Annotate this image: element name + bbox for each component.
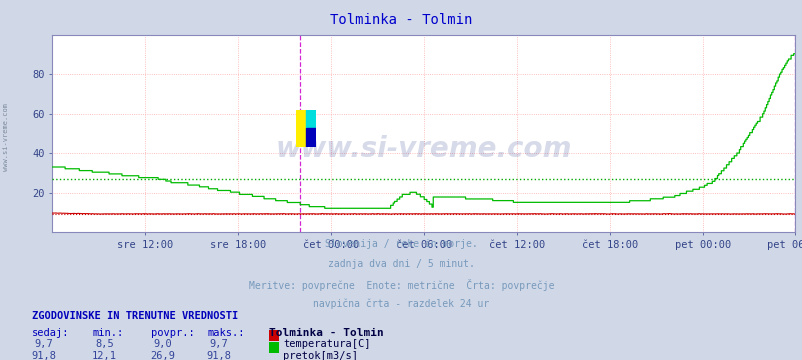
Text: pretok[m3/s]: pretok[m3/s] xyxy=(283,351,358,360)
Text: 12,1: 12,1 xyxy=(91,351,117,360)
Text: 8,5: 8,5 xyxy=(95,339,114,350)
Text: temperatura[C]: temperatura[C] xyxy=(283,339,371,350)
Bar xyxy=(306,109,315,129)
Text: www.si-vreme.com: www.si-vreme.com xyxy=(275,135,571,163)
Text: Slovenija / reke in morje.: Slovenija / reke in morje. xyxy=(325,239,477,249)
Bar xyxy=(295,109,306,147)
Text: 9,7: 9,7 xyxy=(34,339,54,350)
Text: Meritve: povprečne  Enote: metrične  Črta: povprečje: Meritve: povprečne Enote: metrične Črta:… xyxy=(249,279,553,291)
Text: ZGODOVINSKE IN TRENUTNE VREDNOSTI: ZGODOVINSKE IN TRENUTNE VREDNOSTI xyxy=(32,311,238,321)
Bar xyxy=(306,129,315,147)
Text: sedaj:: sedaj: xyxy=(32,328,70,338)
Text: 91,8: 91,8 xyxy=(206,351,232,360)
Text: zadnja dva dni / 5 minut.: zadnja dva dni / 5 minut. xyxy=(328,259,474,269)
Text: povpr.:: povpr.: xyxy=(151,328,194,338)
Text: www.si-vreme.com: www.si-vreme.com xyxy=(3,103,10,171)
Text: Tolminka - Tolmin: Tolminka - Tolmin xyxy=(269,328,383,338)
Text: Tolminka - Tolmin: Tolminka - Tolmin xyxy=(330,13,472,27)
Text: 9,0: 9,0 xyxy=(153,339,172,350)
Text: 9,7: 9,7 xyxy=(209,339,229,350)
Text: navpična črta - razdelek 24 ur: navpična črta - razdelek 24 ur xyxy=(313,299,489,309)
Text: min.:: min.: xyxy=(92,328,124,338)
Text: 26,9: 26,9 xyxy=(150,351,176,360)
Text: 91,8: 91,8 xyxy=(31,351,57,360)
Text: maks.:: maks.: xyxy=(207,328,245,338)
